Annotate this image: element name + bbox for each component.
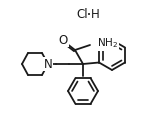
- Text: O: O: [58, 34, 68, 46]
- Text: Cl: Cl: [76, 7, 88, 20]
- Text: N: N: [44, 58, 52, 70]
- Text: H: H: [91, 7, 99, 20]
- Text: NH$_2$: NH$_2$: [97, 36, 118, 50]
